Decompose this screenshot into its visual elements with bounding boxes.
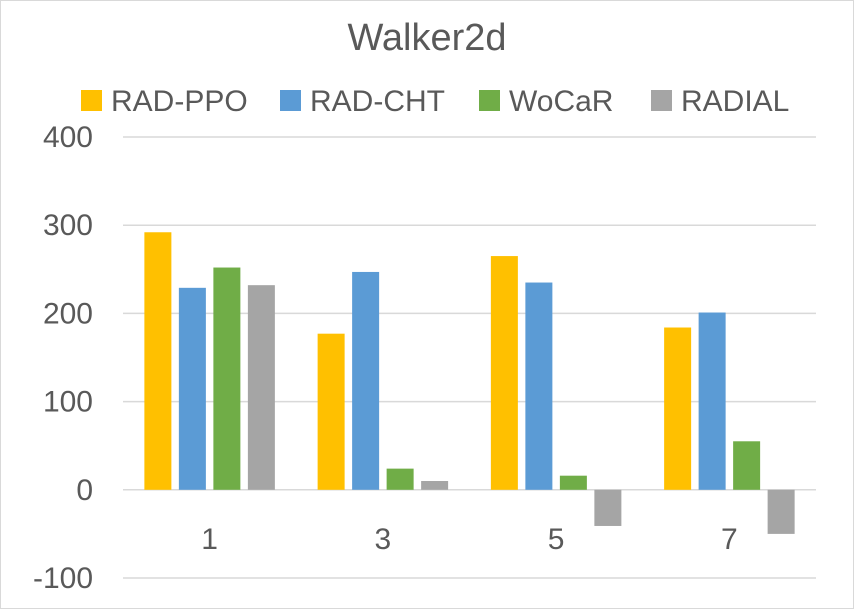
- legend-swatch: [81, 90, 102, 111]
- legend-item-rad-ppo: RAD-PPO: [81, 85, 248, 118]
- legend-swatch: [651, 90, 672, 111]
- bar-rad-ppo-3: [317, 333, 345, 490]
- y-tick-label: 300: [43, 209, 93, 242]
- bars: [144, 232, 795, 534]
- x-tick-label: 3: [375, 523, 392, 556]
- legend-label: RADIAL: [681, 85, 789, 118]
- y-tick-label: -100: [33, 562, 93, 595]
- x-tick-label: 7: [721, 523, 738, 556]
- bar-wocar-5: [559, 475, 587, 490]
- chart-title: Walker2d: [347, 17, 506, 59]
- legend-label: WoCaR: [509, 85, 613, 118]
- bar-rad-ppo-7: [664, 327, 692, 490]
- legend-label: RAD-CHT: [310, 85, 445, 118]
- x-axis-ticks: 1 3 5 7: [201, 523, 737, 556]
- y-tick-label: 200: [43, 297, 93, 330]
- y-tick-label: 100: [43, 386, 93, 419]
- bar-rad-cht-5: [525, 282, 553, 490]
- legend-swatch: [280, 90, 301, 111]
- bar-wocar-1: [213, 267, 241, 490]
- legend-item-rad-cht: RAD-CHT: [280, 85, 445, 118]
- x-tick-label: 1: [201, 523, 218, 556]
- y-tick-label: 0: [76, 474, 93, 507]
- bar-radial-5: [594, 489, 622, 526]
- legend-item-wocar: WoCaR: [479, 85, 613, 118]
- bar-rad-cht-7: [698, 312, 726, 490]
- bar-radial-7: [767, 489, 795, 534]
- y-tick-label: 400: [43, 121, 93, 154]
- legend-label: RAD-PPO: [111, 85, 248, 118]
- bar-rad-cht-1: [178, 287, 206, 490]
- legend-swatch: [479, 90, 500, 111]
- bar-radial-1: [247, 285, 275, 490]
- bar-rad-ppo-5: [490, 256, 518, 490]
- bar-rad-ppo-1: [144, 232, 172, 490]
- y-axis-ticks: -100 0 100 200 300 400: [33, 121, 93, 595]
- legend: RAD-PPO RAD-CHT WoCaR RADIAL: [81, 85, 789, 118]
- bar-radial-3: [421, 480, 449, 490]
- bar-wocar-7: [733, 441, 761, 490]
- bar-rad-cht-3: [352, 271, 380, 490]
- legend-item-radial: RADIAL: [651, 85, 789, 118]
- bar-wocar-3: [386, 468, 414, 490]
- x-tick-label: 5: [548, 523, 565, 556]
